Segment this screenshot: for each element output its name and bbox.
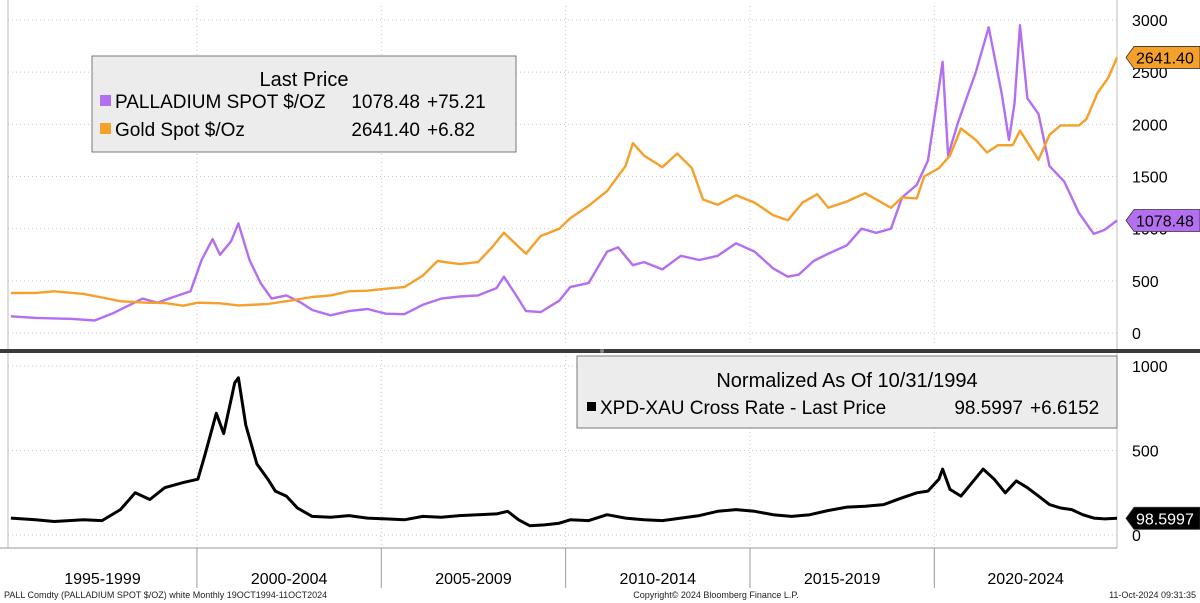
bottom-last-value-label-0: 98.5997 [1136, 511, 1194, 528]
top-legend-title: Last Price [260, 69, 349, 91]
palladium-legend-change: +75.21 [427, 92, 486, 113]
top-last-value-tag-0 [1125, 209, 1200, 232]
bottom-legend-title: Normalized As Of 10/31/1994 [716, 370, 977, 392]
top-last-value-label-0: 1078.48 [1136, 214, 1194, 231]
top-y-tick-label: 3000 [1132, 13, 1168, 30]
divider-grip[interactable] [600, 349, 604, 353]
period-label: 2005-2009 [435, 571, 512, 588]
top-y-tick-label: 0 [1132, 326, 1141, 343]
footer-security: PALL Comdty (PALLADIUM SPOT $/OZ) white … [4, 590, 327, 600]
palladium-legend-name: PALLADIUM SPOT $/OZ [115, 92, 326, 113]
period-label: 1995-1999 [64, 571, 141, 588]
top-y-axis: 050010001500200025003000 [1132, 13, 1168, 343]
bottom-series-line-0[interactable] [10, 376, 1118, 528]
period-label: 2015-2019 [804, 571, 881, 588]
top-y-tick-label: 2000 [1132, 117, 1168, 134]
bottom-legend[interactable]: Normalized As Of 10/31/1994 XPD-XAU Cros… [576, 355, 1118, 429]
top-series-line-0[interactable] [10, 24, 1118, 322]
bottom-series-group [10, 376, 1118, 528]
gold-legend-swatch [100, 123, 111, 134]
footer-timestamp: 11-Oct-2024 09:31:35 [1109, 590, 1196, 600]
cross-rate-legend-last: 98.5997 [954, 398, 1023, 419]
bottom-last-value-tag-0 [1125, 506, 1200, 530]
top-y-tick-label: 1500 [1132, 170, 1168, 187]
gold-legend-name: Gold Spot $/Oz [115, 120, 245, 141]
top-legend[interactable]: Last Price PALLADIUM SPOT $/OZ 1078.48 +… [91, 55, 517, 153]
x-axis-periods: 1995-1999 2000-2004 2005-2009 2010-2014 2015… [64, 548, 1064, 588]
cross-rate-legend-swatch [587, 402, 596, 411]
top-legend-box [91, 55, 517, 153]
bottom-y-tick-label: 500 [1132, 444, 1159, 461]
cross-rate-legend-name: XPD-XAU Cross Rate - Last Price [600, 398, 886, 419]
bottom-y-axis: 0 500 1000 [1132, 359, 1168, 545]
period-label: 2010-2014 [620, 571, 697, 588]
top-series-line-1[interactable] [10, 57, 1119, 307]
cross-rate-legend-change: +6.6152 [1030, 398, 1099, 419]
last-value-tags: 1078.48 2641.40 98.5997 [1125, 46, 1200, 530]
gold-legend-last: 2641.40 [351, 120, 420, 141]
top-panel-grid [8, 6, 1117, 343]
period-label: 2000-2004 [251, 571, 328, 588]
footer-copyright: Copyright© 2024 Bloomberg Finance L.P. [633, 590, 799, 600]
bottom-y-tick-label: 0 [1132, 528, 1141, 545]
palladium-legend-last: 1078.48 [351, 92, 420, 113]
bottom-y-tick-label: 1000 [1132, 359, 1168, 376]
gold-legend-change: +6.82 [427, 120, 475, 141]
period-label: 2020-2024 [987, 571, 1064, 588]
palladium-legend-swatch [100, 95, 111, 106]
top-last-value-label-1: 2641.40 [1136, 50, 1194, 67]
bottom-legend-box [576, 355, 1118, 429]
top-y-tick-label: 500 [1132, 274, 1159, 291]
top-series-group [10, 24, 1119, 322]
top-y-tick-label: 2500 [1132, 65, 1168, 82]
top-last-value-tag-1 [1125, 46, 1200, 69]
